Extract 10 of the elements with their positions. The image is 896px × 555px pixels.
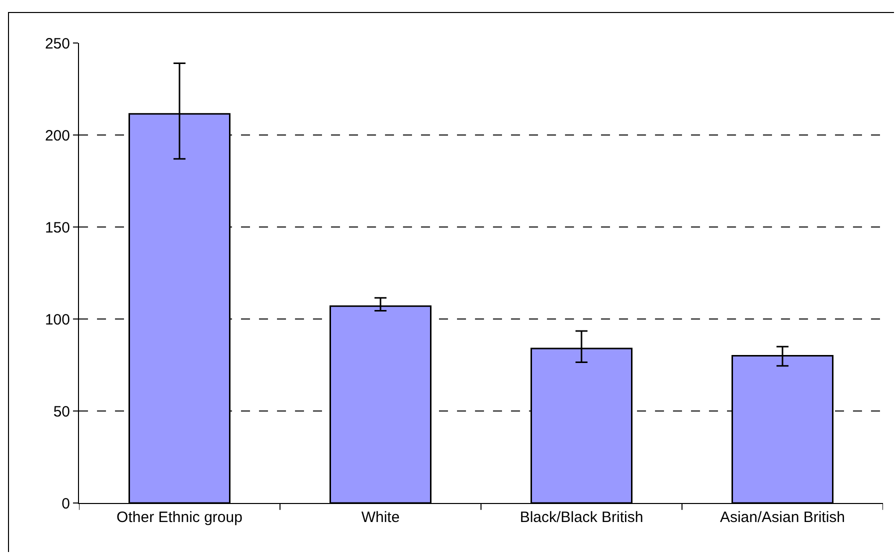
y-tick-label: 100 (44, 311, 70, 328)
y-tick-label: 50 (53, 403, 70, 420)
y-tick-label: 200 (44, 127, 70, 144)
x-tick-label: White (361, 509, 400, 526)
x-tick-label: Other Ethnic group (116, 509, 242, 526)
y-tick-label: 150 (44, 219, 70, 236)
x-tick-label: Asian/Asian British (720, 509, 846, 526)
y-tick-label: 250 (44, 35, 70, 52)
x-tick-label: Black/Black British (520, 509, 644, 526)
y-tick-label: 0 (62, 495, 70, 512)
